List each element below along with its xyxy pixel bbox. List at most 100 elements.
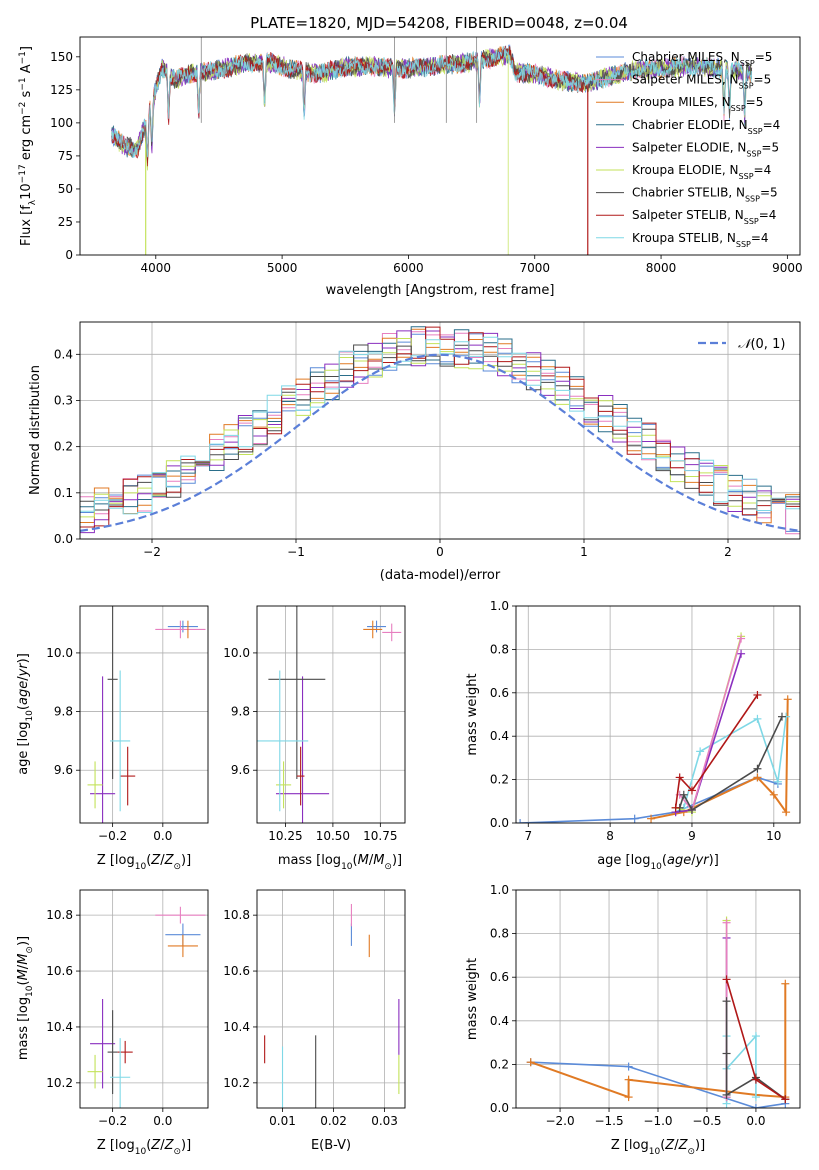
weight-marker	[687, 786, 696, 795]
axes: −2 −1 0 1 2 0.0 0.1 0.2 0.3 0.4 𝒩(0, 1) (data-model…	[28, 321, 801, 583]
x-tick-label: 10.50	[316, 829, 350, 843]
errorbar-point	[87, 1054, 103, 1089]
x-tick-label: 0.01	[269, 1114, 296, 1128]
x-axis-label: Z [log10(Z/Z⊙)]	[97, 1138, 191, 1157]
axes: −0.2 0.09.69.810.0Z [log10(Z/Z⊙)]age [log…	[16, 605, 209, 872]
grid	[80, 322, 800, 540]
weight-marker	[679, 790, 688, 799]
label-part: ⊙	[173, 862, 181, 872]
weight-marker	[753, 714, 762, 723]
weight-marker	[624, 1075, 633, 1084]
weight-marker	[753, 764, 762, 773]
panel-mass-vs-ebv: 0.01 0.02 0.03 10.2 10.4 10.6 10.8 E(B-V)	[223, 889, 406, 1153]
axes-frame	[79, 36, 801, 256]
label-part: 10	[341, 862, 353, 872]
legend-text: Salpeter MILES, N	[632, 73, 739, 87]
x-tick-label: 9	[688, 829, 696, 843]
label-part: /	[691, 853, 696, 868]
x-tick-label: 8	[606, 829, 614, 843]
label-part: age [log	[16, 722, 31, 775]
plot-area	[87, 906, 206, 1108]
normal-legend-label: 𝒩(0, 1)	[738, 337, 785, 352]
legend-text: Chabrier STELIB, N	[632, 186, 745, 200]
x-tick-label: 7	[524, 829, 532, 843]
x-tick-label: 2	[724, 545, 732, 559]
y-tick-label: 0.0	[54, 532, 73, 546]
weight-marker	[722, 1049, 731, 1058]
label-part: age [log	[597, 853, 650, 868]
label-part: 10	[19, 183, 34, 200]
y-tick-label: 10.2	[223, 1076, 250, 1090]
axes-frame	[79, 889, 209, 1109]
grid	[257, 606, 405, 823]
weight-marker	[781, 1095, 790, 1104]
errorbar-point	[107, 1010, 118, 1095]
legend-sub: SSP	[736, 239, 751, 248]
label-part: 10	[650, 862, 662, 872]
label-part: ]	[19, 46, 34, 51]
x-tick-label: 10.25	[268, 829, 302, 843]
legend-text: Chabrier MILES, N	[632, 50, 740, 64]
x-tick-label: 0.0	[153, 829, 172, 843]
x-axis-label: mass [log10(M/M⊙)]	[278, 853, 402, 872]
label-part: Z [log	[97, 1138, 135, 1153]
label-part: M	[373, 853, 384, 868]
weight-marker	[769, 790, 778, 799]
legend-suffix: =4	[763, 118, 781, 132]
x-tick-label: 0.0	[153, 1114, 172, 1128]
y-tick-label: 9.6	[231, 763, 250, 777]
label-part: )]	[16, 653, 31, 663]
y-tick-label: 0.4	[490, 729, 509, 743]
label-part: ⊙	[687, 1147, 695, 1157]
y-tick-label: 150	[50, 50, 73, 64]
label-part: ⊙	[173, 1147, 181, 1157]
label-part: /	[369, 853, 374, 868]
label-part: (	[662, 853, 667, 868]
legend-text: Kroupa STELIB, N	[632, 231, 736, 245]
y-tick-label: 0.2	[490, 1057, 509, 1071]
errorbar-point	[350, 903, 352, 927]
plot-area	[264, 903, 400, 1108]
legend-label-6: Kroupa ELODIE, NSSP=4	[632, 163, 771, 181]
label-part: (	[146, 1138, 151, 1153]
x-tick-label: −2	[143, 545, 161, 559]
y-tick-label: 0.6	[490, 686, 509, 700]
histogram-step-8	[80, 326, 800, 528]
x-axis-label: (data-model)/error	[380, 568, 501, 583]
y-tick-label: 100	[50, 116, 73, 130]
label-part: s	[19, 90, 34, 101]
plot-area	[257, 606, 402, 823]
x-axis-label: E(B-V)	[311, 1138, 351, 1153]
y-tick-label: 10.8	[46, 908, 73, 922]
y-tick-label: 10.0	[46, 646, 73, 660]
errorbar-point	[167, 934, 198, 958]
grid	[516, 605, 800, 824]
x-tick-label: −0.5	[692, 1114, 721, 1128]
legend-label-9: Kroupa STELIB, NSSP=4	[632, 231, 769, 249]
y-tick-label: 9.8	[54, 705, 73, 719]
y-tick-label: 0.0	[490, 1101, 509, 1115]
axes: −0.2 0.010.210.410.610.8Z [log10(Z/Z⊙)]ma…	[16, 889, 209, 1157]
weight-marker	[722, 997, 731, 1006]
weight-marker	[722, 918, 731, 927]
y-tick-label: 0.4	[490, 1014, 509, 1028]
errorbar-point	[275, 676, 330, 823]
y-tick-label: 0.1	[54, 486, 73, 500]
label-part: −1	[18, 77, 28, 90]
x-tick-label: 8000	[646, 261, 677, 275]
errorbar-point	[275, 761, 292, 809]
label-part: −17	[18, 164, 28, 183]
errorbar-point	[350, 923, 352, 946]
x-tick-label: 6000	[393, 261, 424, 275]
label-part: ⊙	[384, 862, 392, 872]
axes-frame	[256, 605, 406, 824]
errorbar-point	[167, 620, 198, 633]
legend-sub: SSP	[740, 59, 755, 68]
label-part: )]	[181, 1138, 191, 1153]
grid	[80, 606, 208, 823]
weight-marker	[687, 805, 696, 814]
